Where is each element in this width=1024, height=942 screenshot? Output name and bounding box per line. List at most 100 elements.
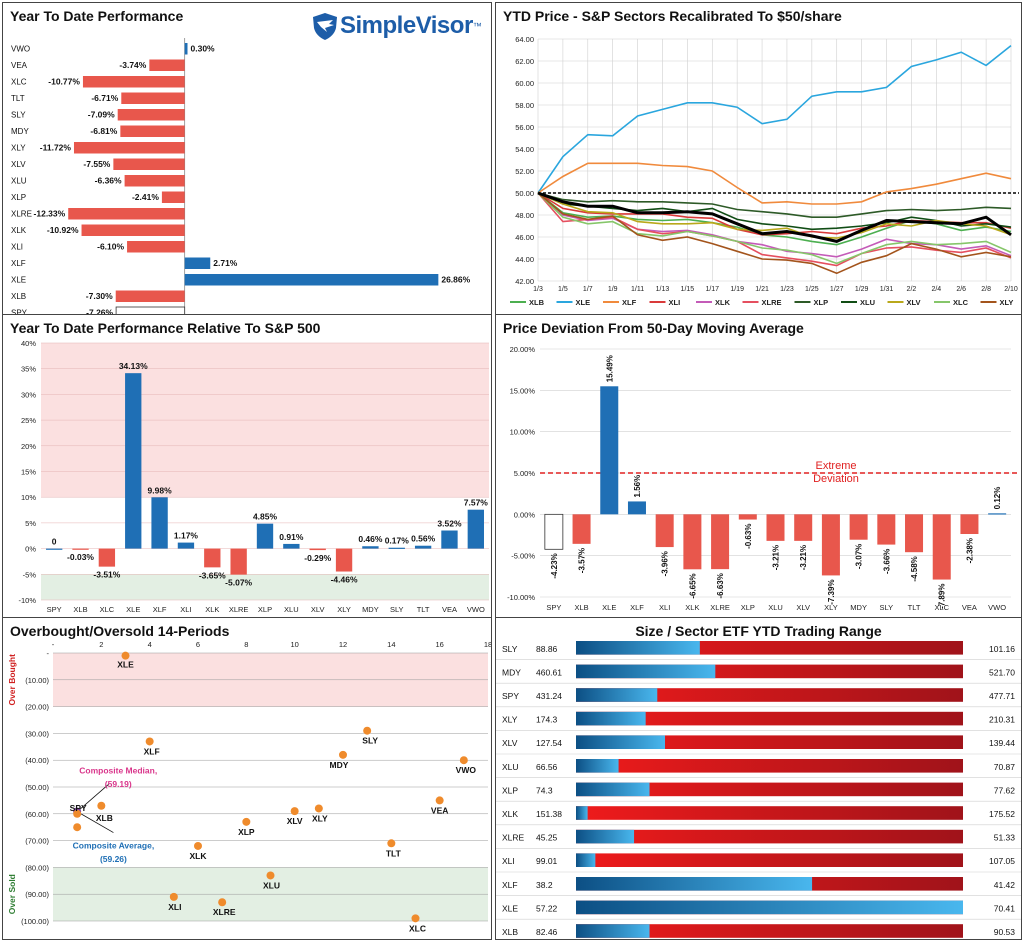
data-label: 1.17% xyxy=(174,531,199,541)
range-high: 477.71 xyxy=(989,691,1015,701)
x-tick-label: 2/2 xyxy=(907,286,917,293)
x-tick-label: TLT xyxy=(417,605,430,614)
ticker-label: XLV xyxy=(502,738,518,748)
x-tick-label: 1/29 xyxy=(855,286,869,293)
point-label: MDY xyxy=(330,760,349,770)
data-label: 2.71% xyxy=(213,258,238,268)
y-tick-label: 46.00 xyxy=(515,233,534,242)
x-tick-label: XLI xyxy=(180,605,191,614)
legend-label: XLI xyxy=(669,298,681,307)
bar-xlc xyxy=(82,76,185,88)
category-label: SPY xyxy=(11,308,28,315)
x-tick-label: XLU xyxy=(768,603,783,612)
data-label: -7.09% xyxy=(88,109,115,119)
range-low: 174.3 xyxy=(536,715,558,725)
data-label: 0.91% xyxy=(279,532,304,542)
category-label: XLP xyxy=(11,193,26,202)
legend-label: XLC xyxy=(953,298,969,307)
bar-mdy xyxy=(362,546,379,549)
scatter-point xyxy=(387,839,396,848)
range-low: 66.56 xyxy=(536,762,558,772)
scatter-point xyxy=(145,737,154,746)
y-tick-label: 62.00 xyxy=(515,57,534,66)
bar-xly xyxy=(821,514,840,576)
underperform-zone xyxy=(41,574,489,600)
data-label: 1.56% xyxy=(633,475,642,498)
ticker-label: XLK xyxy=(502,809,518,819)
ytd-price-chart: 42.00 44.00 46.00 48.00 50.00 52.00 54.00 56.00… xyxy=(510,35,1019,307)
x-tick-label: MDY xyxy=(850,603,867,612)
bar-vea xyxy=(149,59,185,71)
bar-xly xyxy=(73,142,185,154)
bar-xlf xyxy=(151,497,168,549)
panel-title: Overbought/Oversold 14-Periods xyxy=(10,623,230,639)
category-label: XLRE xyxy=(11,209,32,218)
data-label: 3.52% xyxy=(437,519,462,529)
x-tick-label: 2/8 xyxy=(981,286,991,293)
point-label: TLT xyxy=(386,848,402,858)
category-label: MDY xyxy=(11,127,29,136)
x-tick-label: 1/15 xyxy=(681,286,695,293)
x-tick-label: 1/21 xyxy=(755,286,769,293)
bar-xlu xyxy=(124,175,185,187)
range-bar-remaining xyxy=(576,806,963,820)
range-high: 107.05 xyxy=(989,856,1015,866)
x-tick-label: 2/4 xyxy=(931,286,941,293)
panel-price-deviation: Price Deviation From 50-Day Moving Avera… xyxy=(495,314,1022,619)
bar-xlb xyxy=(72,548,89,550)
data-label: -12.33% xyxy=(34,208,66,218)
range-low: 460.61 xyxy=(536,667,562,677)
bar-spy xyxy=(46,548,63,550)
scatter-point xyxy=(169,892,178,901)
data-label: 15.49% xyxy=(605,355,614,382)
data-label: -2.38% xyxy=(965,538,974,563)
x-tick-label: 18 xyxy=(484,640,492,649)
data-label: -11.72% xyxy=(40,142,72,152)
threshold-label: Deviation xyxy=(813,473,859,485)
range-bar-current xyxy=(576,735,666,749)
point-label: SLY xyxy=(362,736,378,746)
y-tick-label: 30% xyxy=(21,390,36,399)
x-tick-label: 16 xyxy=(435,640,443,649)
logo-text: SimpleVisor xyxy=(340,12,473,39)
y-tick-label: (30.00) xyxy=(25,729,49,738)
range-low: 38.2 xyxy=(536,880,553,890)
data-label: -0.63% xyxy=(744,524,753,549)
data-label: -5.07% xyxy=(225,578,252,588)
x-tick-label: XLP xyxy=(258,605,272,614)
range-bar-current xyxy=(576,853,596,867)
data-label: -3.96% xyxy=(661,551,670,576)
data-label: 0.46% xyxy=(358,534,383,544)
x-tick-label: XLF xyxy=(153,605,167,614)
x-tick-label: XLK xyxy=(685,603,699,612)
range-high: 139.44 xyxy=(989,738,1015,748)
data-label: -3.66% xyxy=(882,549,891,574)
x-tick-label: XLE xyxy=(602,603,616,612)
x-tick-label: 1/3 xyxy=(533,286,543,293)
data-label: -7.89% xyxy=(938,584,947,609)
range-bar-current xyxy=(576,924,650,938)
y-tick-label: 20.00% xyxy=(510,345,536,354)
bar-xlp xyxy=(161,191,185,203)
bar-vwo xyxy=(988,513,1007,515)
x-tick-label: XLI xyxy=(659,603,670,612)
legend-label: XLU xyxy=(860,298,875,307)
point-label: XLF xyxy=(144,746,160,756)
y-tick-label: (70.00) xyxy=(25,837,49,846)
range-high: 77.62 xyxy=(994,785,1016,795)
median-leader xyxy=(76,784,109,812)
legend-label: XLV xyxy=(907,298,921,307)
y-tick-label: 15% xyxy=(21,468,36,477)
x-tick-label: VWO xyxy=(467,605,485,614)
data-label: -4.23% xyxy=(550,553,559,578)
price-deviation-chart: -10.00% -5.00% 0.00% 5.00% 10.00% 15.00% 20.00… xyxy=(507,345,1017,612)
x-tick-label: 2 xyxy=(99,640,103,649)
data-label: -7.55% xyxy=(83,159,110,169)
y-tick-label: 50.00 xyxy=(515,189,534,198)
data-label: -2.41% xyxy=(132,192,159,202)
ytd-performance-chart: -15.00%-10.00%-5.00%0.00%5.00%10.00%15.0… xyxy=(11,38,471,315)
bar-xlv xyxy=(794,514,813,541)
panel-title: YTD Price - S&P Sectors Recalibrated To … xyxy=(503,8,842,24)
x-tick-label: 1/25 xyxy=(805,286,819,293)
point-label: XLRE xyxy=(213,907,236,917)
